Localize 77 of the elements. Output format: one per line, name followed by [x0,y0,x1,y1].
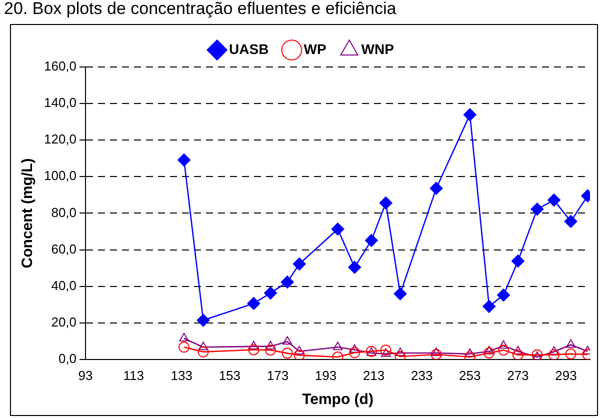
point [331,222,344,236]
point [394,287,407,300]
point [498,344,510,356]
x-tick-label: 173 [266,368,289,383]
x-tick-label: 113 [123,368,144,383]
x-tick-label: 213 [362,368,385,383]
point [349,347,360,358]
y-tick-label: 0,0 [58,350,77,366]
point [380,344,392,356]
point [364,234,378,247]
point [348,260,362,274]
point [548,349,560,360]
point [179,332,189,342]
point [196,314,210,327]
point [332,342,343,350]
point [265,344,276,356]
point [482,300,496,313]
x-tick-label: 193 [314,368,337,383]
x-axis-title: Tempo (d) [302,391,374,408]
x-tick-label: 93 [78,368,93,383]
point [294,346,304,354]
point [178,342,190,353]
point [394,350,406,360]
point [395,348,406,356]
point [292,258,306,271]
legend-label: UASB [229,40,269,57]
x-tick-label: 253 [459,368,481,383]
point [484,346,494,354]
point [248,340,259,350]
point [266,340,276,350]
y-tick-label: 40,0 [51,278,77,293]
point [565,348,576,360]
legend-label: WP [304,40,326,57]
point [511,254,524,268]
point [463,108,476,122]
point [465,348,475,357]
point [380,348,391,357]
legend-label: WNP [361,40,394,57]
point [430,348,442,360]
point [350,344,360,353]
point [248,344,260,356]
point [564,214,578,228]
point [198,346,209,358]
x-tick-label: 153 [218,368,241,383]
y-tick-label: 140,0 [44,95,77,110]
x-tick-label: 133 [170,368,192,383]
point [280,276,294,289]
point [513,346,523,354]
point [484,348,495,359]
point [282,348,293,359]
y-tick-label: 100,0 [44,168,77,184]
point [247,296,260,310]
point [198,342,208,350]
y-axis-title: Concent (mg/L) [19,158,36,268]
point [547,194,560,207]
x-tick-label: 293 [555,368,577,383]
point [498,340,508,349]
point [282,336,292,345]
x-tick-label: 233 [410,368,433,383]
point [294,350,305,360]
y-tick-label: 60,0 [51,241,77,256]
point [566,339,576,348]
point [431,348,442,356]
point [512,349,524,360]
y-tick-label: 160,0 [44,58,77,74]
point [530,202,544,216]
y-tick-label: 20,0 [51,314,77,330]
point [497,288,510,302]
point [264,286,278,300]
chart-title: 20. Box plots de concentração efluentes e eficiência [3,0,398,20]
y-tick-label: 80,0 [51,204,77,220]
point [430,182,443,195]
point [178,154,191,167]
point [549,346,559,355]
y-tick-label: 120,0 [44,132,77,147]
x-tick-label: 273 [507,368,529,383]
point [379,196,392,210]
